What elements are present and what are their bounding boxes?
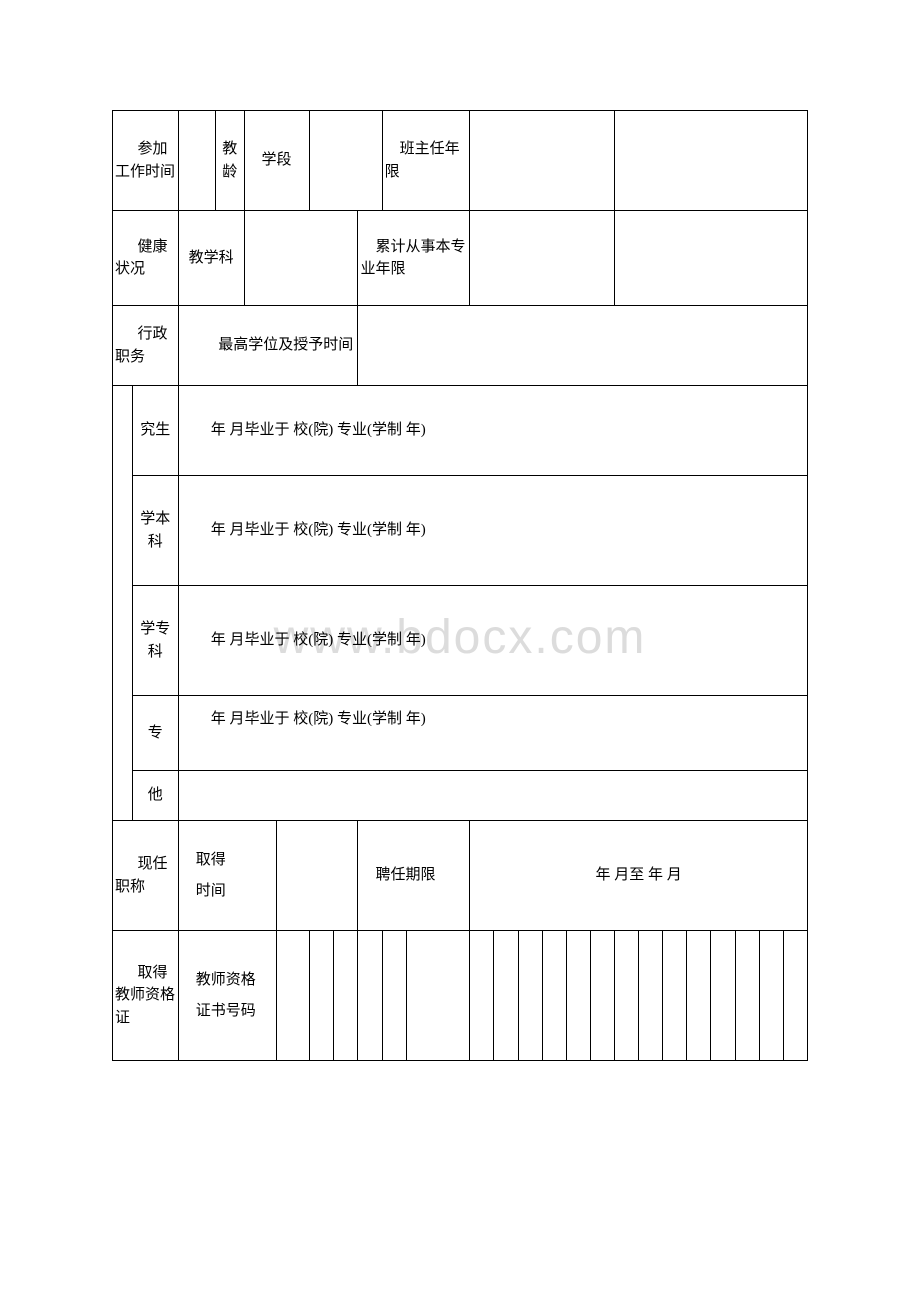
cert-12 bbox=[590, 931, 614, 1061]
cert-15 bbox=[663, 931, 687, 1061]
edu-ta-label: 他 bbox=[132, 771, 178, 821]
row1-last bbox=[615, 111, 808, 211]
cert-6 bbox=[406, 931, 470, 1061]
cert-19 bbox=[759, 931, 783, 1061]
cert-18 bbox=[735, 931, 759, 1061]
leiji-value bbox=[470, 211, 615, 306]
cert-20 bbox=[783, 931, 807, 1061]
cert-11 bbox=[566, 931, 590, 1061]
edu-zhuanke-label: 学专科 bbox=[132, 586, 178, 696]
edu-zhuan-content: 年 月毕业于 校(院) 专业(学制 年) bbox=[178, 696, 807, 771]
pinren-value: 年 月至 年 月 bbox=[470, 821, 808, 931]
leiji-label: 累计从事本专业年限 bbox=[358, 211, 470, 306]
edu-jiusheng-content: 年 月毕业于 校(院) 专业(学制 年) bbox=[178, 386, 807, 476]
banzhuren-value bbox=[470, 111, 615, 211]
worktime-value bbox=[178, 111, 215, 211]
row2-last bbox=[615, 211, 808, 306]
xianren-label: 现任职称 bbox=[113, 821, 179, 931]
edu-ta-content bbox=[178, 771, 807, 821]
banzhuren-label: 班主任年限 bbox=[382, 111, 470, 211]
jiaoxueke-value bbox=[244, 211, 358, 306]
form-table: 参加工作时间 教龄 学段 班主任年限 健康状况 教学科 累计从事本专业年限 行政… bbox=[112, 110, 808, 1061]
edu-zhuanke-content: 年 月毕业于 校(院) 专业(学制 年) bbox=[178, 586, 807, 696]
edu-side bbox=[113, 386, 133, 821]
edu-benke-content: 年 月毕业于 校(院) 专业(学制 年) bbox=[178, 476, 807, 586]
edu-zhuan-label: 专 bbox=[132, 696, 178, 771]
edu-jiusheng-label: 究生 bbox=[132, 386, 178, 476]
pinren-label: 聘任期限 bbox=[358, 821, 470, 931]
jiaoshi-cert-label: 取得教师资格证 bbox=[113, 931, 179, 1061]
cert-1 bbox=[277, 931, 310, 1061]
qude-value bbox=[277, 821, 358, 931]
qude-label: 取得 时间 bbox=[178, 821, 277, 931]
cert-9 bbox=[518, 931, 542, 1061]
cert-14 bbox=[639, 931, 663, 1061]
xingzheng-label: 行政职务 bbox=[113, 306, 179, 386]
xuewei-label: 最高学位及授予时间 bbox=[178, 306, 358, 386]
cert-2 bbox=[310, 931, 334, 1061]
edu-benke-label: 学本科 bbox=[132, 476, 178, 586]
cert-3 bbox=[334, 931, 358, 1061]
jiaoling-label: 教龄 bbox=[216, 111, 244, 211]
cert-10 bbox=[542, 931, 566, 1061]
cert-16 bbox=[687, 931, 711, 1061]
cert-sublabel: 教师资格 证书号码 bbox=[178, 931, 277, 1061]
xuewei-value bbox=[358, 306, 808, 386]
form-page: 参加工作时间 教龄 学段 班主任年限 健康状况 教学科 累计从事本专业年限 行政… bbox=[0, 0, 920, 1191]
cert-17 bbox=[711, 931, 735, 1061]
cert-13 bbox=[615, 931, 639, 1061]
health-label: 健康状况 bbox=[113, 211, 179, 306]
cert-7 bbox=[470, 931, 494, 1061]
cert-8 bbox=[494, 931, 518, 1061]
xueduan-label: 学段 bbox=[244, 111, 310, 211]
jiaoxueke-label: 教学科 bbox=[178, 211, 244, 306]
cert-5 bbox=[382, 931, 406, 1061]
xueduan-value bbox=[310, 111, 382, 211]
cert-4 bbox=[358, 931, 382, 1061]
worktime-label: 参加工作时间 bbox=[113, 111, 179, 211]
